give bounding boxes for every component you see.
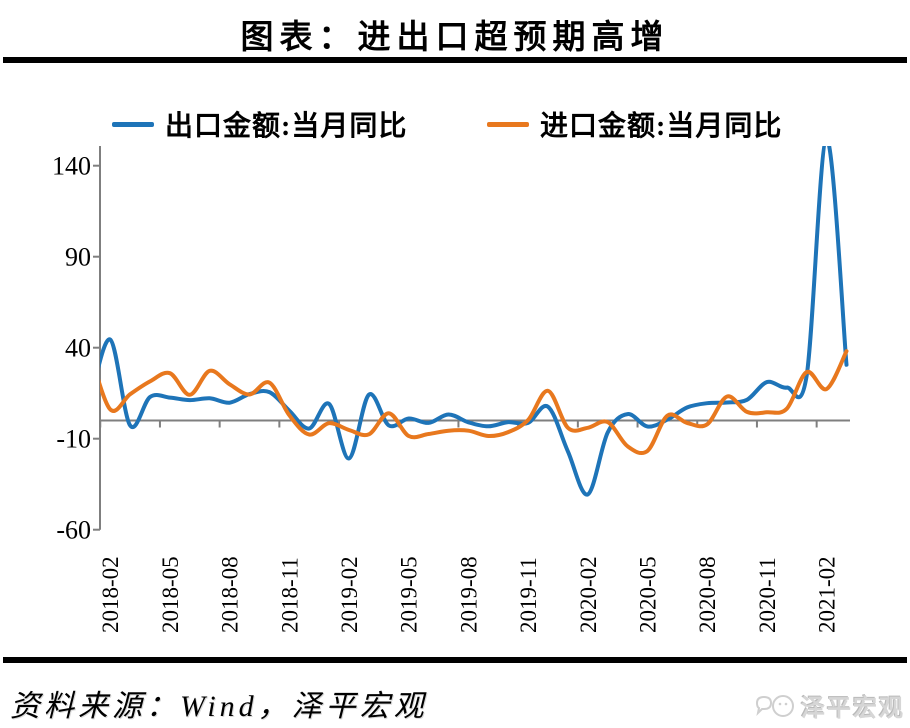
import-series-line: [100, 349, 849, 456]
export-series-line: [100, 146, 849, 497]
x-tick-label: 2019-11: [516, 557, 541, 633]
chart-title: 图表：进出口超预期高增: [240, 20, 670, 56]
x-tick-label: 2020-11: [755, 557, 780, 633]
legend-label-export: 出口金额:当月同比: [165, 111, 408, 142]
legend-item-export: 出口金额:当月同比: [112, 104, 407, 144]
x-tick-label: 2018-11: [277, 557, 302, 633]
import-line-swatch: [487, 121, 529, 127]
y-tick-label: -60: [56, 516, 91, 545]
x-tick-label: 2018-08: [218, 556, 243, 633]
x-tick-label: 2020-08: [695, 556, 720, 633]
export-line-swatch: [112, 121, 154, 127]
x-tick-label: 2021-02: [815, 556, 840, 633]
title-divider-rule: [3, 57, 907, 63]
watermark-text: 泽平宏观: [801, 696, 905, 722]
legend-item-import: 进口金额:当月同比: [487, 104, 782, 144]
y-tick-label: 90: [65, 243, 91, 272]
watermark: 泽平宏观: [754, 688, 905, 723]
x-tick-label: 2018-02: [98, 556, 123, 633]
y-tick-label: 40: [65, 334, 91, 363]
x-tick-label: 2019-02: [337, 556, 362, 633]
x-tick-label: 2018-05: [158, 556, 183, 633]
x-tick-label: 2019-05: [397, 556, 422, 633]
data-source-note: 资料来源：Wind，泽平宏观: [10, 690, 428, 723]
y-tick-label: 140: [52, 152, 91, 181]
footer-divider-rule: [3, 657, 907, 663]
x-tick-label: 2020-02: [576, 556, 601, 633]
chat-bubbles-icon: [755, 694, 794, 717]
y-tick-label: -10: [56, 425, 91, 454]
series-lines: [100, 146, 849, 497]
x-tick-label: 2020-05: [636, 556, 661, 633]
x-tick-label: 2019-08: [456, 556, 481, 633]
legend-label-import: 进口金额:当月同比: [540, 111, 783, 142]
